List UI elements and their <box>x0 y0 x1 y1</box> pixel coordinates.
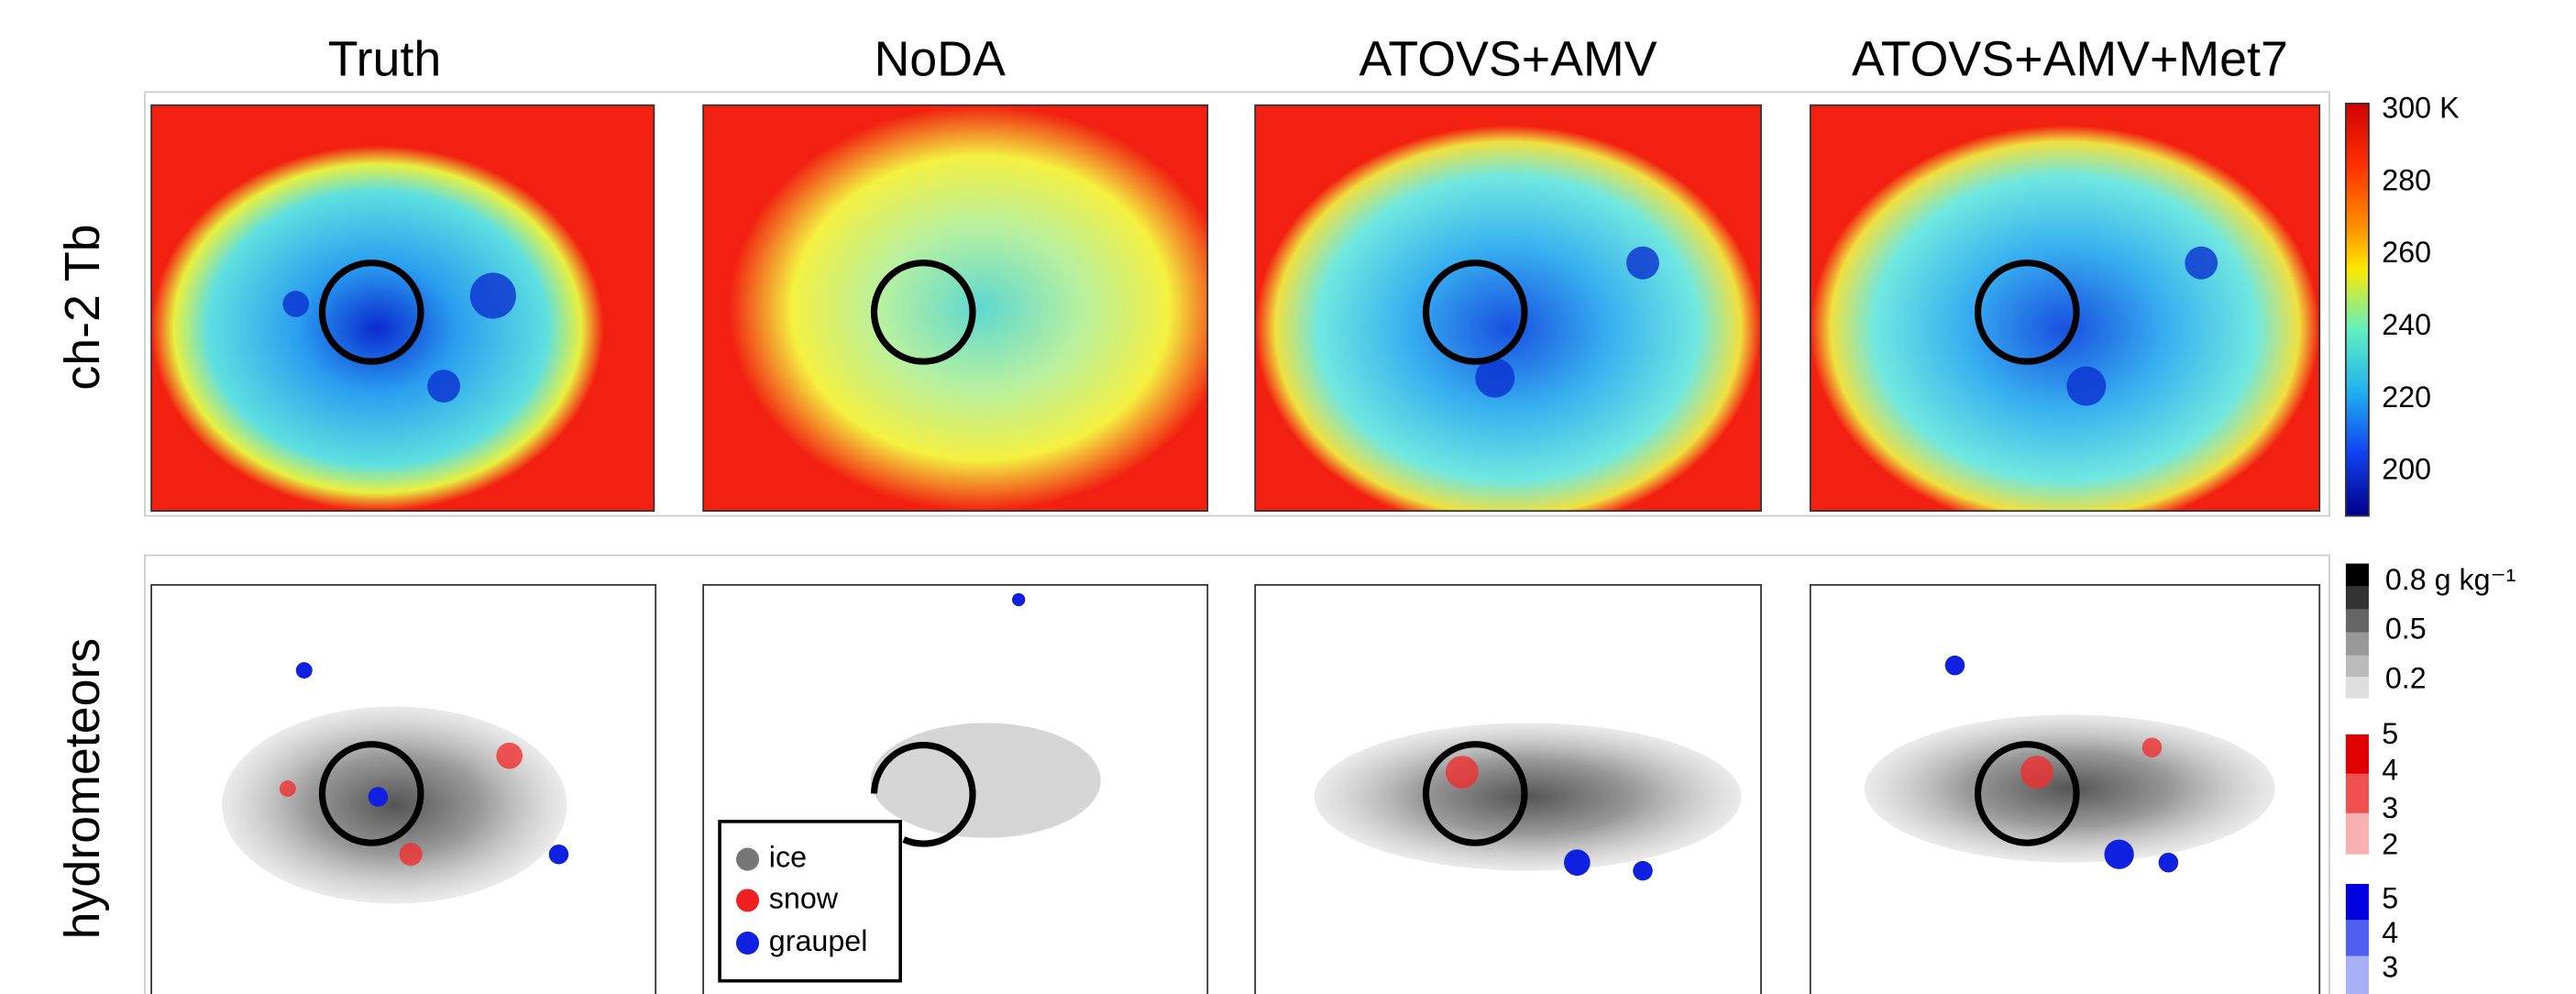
legend-label: snow <box>769 881 839 914</box>
colorbar-tb: 300 K 280 260 240 220 200 <box>2344 92 2460 517</box>
tick-label: 3 <box>2382 791 2398 824</box>
tick-label: 220 <box>2382 381 2431 414</box>
tick-label: 4 <box>2382 916 2398 949</box>
tick-label: 4 <box>2382 754 2398 787</box>
tick-label: 0.8 g kg⁻¹ <box>2385 563 2516 596</box>
tick-label: 3 <box>2382 951 2398 984</box>
legend-label: graupel <box>769 924 868 957</box>
row-label: ch-2 Tb <box>55 224 110 390</box>
tick-label: 280 <box>2382 163 2431 196</box>
tick-label: 5 <box>2382 881 2398 914</box>
tick-label: 260 <box>2382 236 2431 269</box>
hydrometeor-maps <box>150 583 2321 994</box>
tick-label: 240 <box>2382 308 2431 341</box>
legend: ice snow graupel <box>718 820 902 983</box>
tick-label: 2 <box>2382 827 2398 860</box>
row-frame <box>144 91 2330 517</box>
tick-label: 200 <box>2382 453 2431 486</box>
tick-label: 0.5 <box>2385 613 2427 646</box>
tick-label: 5 <box>2382 717 2398 750</box>
column-title: ATOVS+AMV+Met7 <box>1852 31 2288 86</box>
row-label: hydrometeors <box>55 638 110 940</box>
legend-label: ice <box>769 841 807 874</box>
tb-maps <box>150 104 2321 513</box>
tick-label: 300 K <box>2382 92 2460 125</box>
tick-label: 0.2 <box>2385 661 2427 694</box>
row-frame <box>144 554 2330 994</box>
column-title: Truth <box>328 31 441 86</box>
column-title: ATOVS+AMV <box>1360 31 1657 86</box>
colorbar-hydrometeors: 0.8 g kg⁻¹ 0.5 0.2 5 4 3 2 5 4 3 <box>2345 563 2516 994</box>
column-title: NoDA <box>874 31 1006 86</box>
